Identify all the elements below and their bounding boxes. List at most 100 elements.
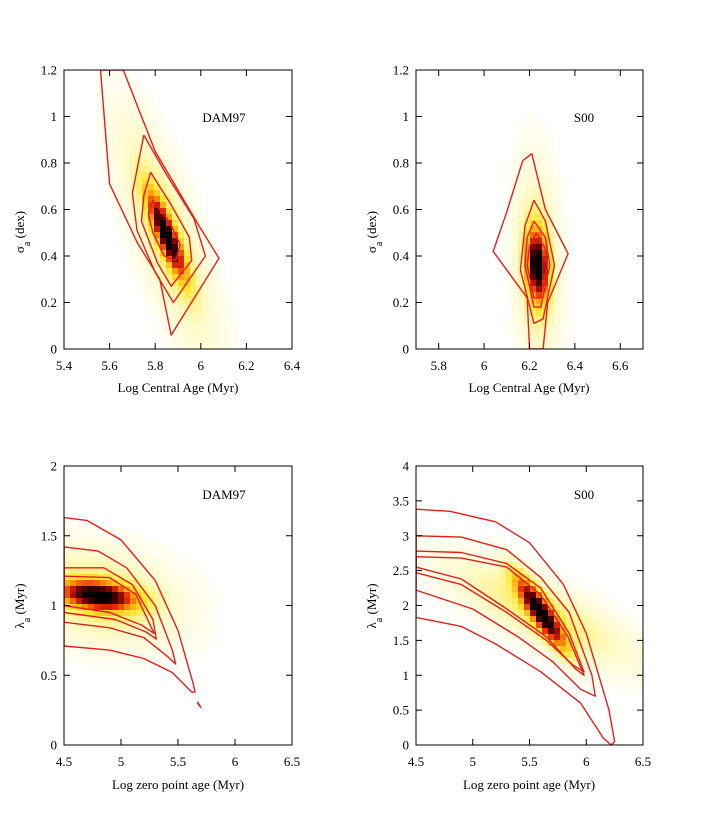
heatmap-cell bbox=[142, 580, 149, 587]
heatmap-cell bbox=[524, 130, 531, 137]
heatmap-cell bbox=[602, 592, 609, 599]
heatmap-cell bbox=[500, 550, 507, 557]
heatmap-cell bbox=[76, 598, 83, 605]
heatmap-cell bbox=[506, 598, 513, 605]
heatmap-cell bbox=[88, 604, 95, 611]
heatmap-cell bbox=[136, 256, 143, 263]
heatmap-cell bbox=[160, 598, 167, 605]
heatmap-cell bbox=[512, 154, 519, 161]
heatmap-cell bbox=[512, 142, 519, 149]
heatmap-cell bbox=[428, 544, 435, 551]
heatmap-cell bbox=[178, 280, 185, 287]
heatmap-cell bbox=[76, 538, 83, 545]
heatmap-cell bbox=[136, 280, 143, 287]
heatmap-cell bbox=[202, 628, 209, 635]
heatmap-cell bbox=[572, 640, 579, 647]
heatmap-cell bbox=[88, 580, 95, 587]
heatmap-cell bbox=[178, 172, 185, 179]
heatmap-cell bbox=[614, 616, 621, 623]
heatmap-cell bbox=[632, 634, 639, 641]
heatmap-cell bbox=[560, 178, 567, 185]
heatmap-cell bbox=[154, 598, 161, 605]
heatmap-cell bbox=[76, 658, 83, 665]
heatmap-cell bbox=[560, 286, 567, 293]
heatmap-cell bbox=[184, 334, 191, 341]
heatmap-cell bbox=[530, 244, 537, 251]
heatmap-cell bbox=[638, 676, 643, 683]
heatmap-cell bbox=[416, 526, 423, 533]
heatmap-cell bbox=[142, 664, 149, 671]
heatmap-cell bbox=[130, 550, 137, 557]
heatmap-cell bbox=[470, 598, 477, 605]
heatmap-cell bbox=[220, 334, 227, 341]
heatmap-cell bbox=[202, 274, 209, 281]
heatmap-cell bbox=[130, 244, 137, 251]
heatmap-cell bbox=[136, 196, 143, 203]
heatmap-cell bbox=[160, 310, 167, 317]
heatmap-cell bbox=[202, 334, 209, 341]
heatmap-cell bbox=[94, 124, 101, 131]
heatmap-cell bbox=[178, 208, 185, 215]
heatmap-cell bbox=[566, 232, 573, 239]
heatmap-cell bbox=[178, 250, 185, 257]
heatmap-cell bbox=[208, 292, 215, 299]
heatmap-cell bbox=[518, 646, 525, 653]
heatmap-cell bbox=[118, 106, 125, 113]
heatmap-cell bbox=[106, 610, 113, 617]
heatmap-cell bbox=[64, 550, 71, 557]
heatmap-cell bbox=[82, 610, 89, 617]
heatmap-cell bbox=[512, 592, 519, 599]
heatmap-cell bbox=[578, 646, 585, 653]
heatmap-cell bbox=[70, 556, 77, 563]
x-tick-label: 6 bbox=[232, 754, 239, 769]
heatmap-cell bbox=[638, 658, 643, 665]
heatmap-cell bbox=[196, 214, 203, 221]
heatmap-cell bbox=[88, 562, 95, 569]
heatmap-cell bbox=[470, 544, 477, 551]
heatmap-cell bbox=[148, 652, 155, 659]
heatmap-cell bbox=[232, 346, 239, 349]
heatmap-cell bbox=[620, 682, 627, 689]
heatmap-cell bbox=[560, 304, 567, 311]
heatmap-cell bbox=[530, 166, 537, 173]
heatmap-cell bbox=[560, 280, 567, 287]
heatmap-cell bbox=[118, 550, 125, 557]
heatmap-cell bbox=[524, 136, 531, 143]
heatmap-cell bbox=[136, 82, 143, 89]
heatmap-cell bbox=[202, 286, 209, 293]
heatmap-cell bbox=[154, 592, 161, 599]
heatmap-cell bbox=[100, 532, 107, 539]
heatmap-cell bbox=[130, 580, 137, 587]
heatmap-cell bbox=[542, 268, 549, 275]
heatmap-cell bbox=[458, 610, 465, 617]
heatmap-cell bbox=[64, 628, 71, 635]
heatmap-cell bbox=[76, 616, 83, 623]
heatmap-cell bbox=[572, 604, 579, 611]
heatmap-cell bbox=[518, 154, 525, 161]
heatmap-cell bbox=[112, 190, 119, 197]
heatmap-cell bbox=[130, 658, 137, 665]
heatmap-cell bbox=[196, 568, 203, 575]
heatmap-cell bbox=[136, 244, 143, 251]
heatmap-cell bbox=[566, 292, 573, 299]
heatmap-cell bbox=[536, 340, 543, 347]
heatmap-cell bbox=[118, 100, 125, 107]
heatmap-cell bbox=[130, 250, 137, 257]
heatmap-cell bbox=[160, 334, 167, 341]
heatmap-cell bbox=[166, 184, 173, 191]
heatmap-cell bbox=[160, 184, 167, 191]
heatmap-cell bbox=[434, 586, 441, 593]
heatmap-cell bbox=[518, 184, 525, 191]
heatmap-cell bbox=[166, 586, 173, 593]
heatmap-cell bbox=[190, 190, 197, 197]
heatmap-cell bbox=[476, 538, 483, 545]
heatmap-cell bbox=[70, 640, 77, 647]
heatmap-cell bbox=[560, 664, 567, 671]
heatmap-cell bbox=[464, 616, 471, 623]
heatmap-cell bbox=[106, 622, 113, 629]
heatmap-cell bbox=[178, 628, 185, 635]
heatmap-cell bbox=[124, 166, 131, 173]
x-axis-label: Log zero point age (Myr) bbox=[112, 777, 244, 792]
heatmap-cell bbox=[590, 586, 597, 593]
heatmap-cell bbox=[620, 688, 627, 695]
